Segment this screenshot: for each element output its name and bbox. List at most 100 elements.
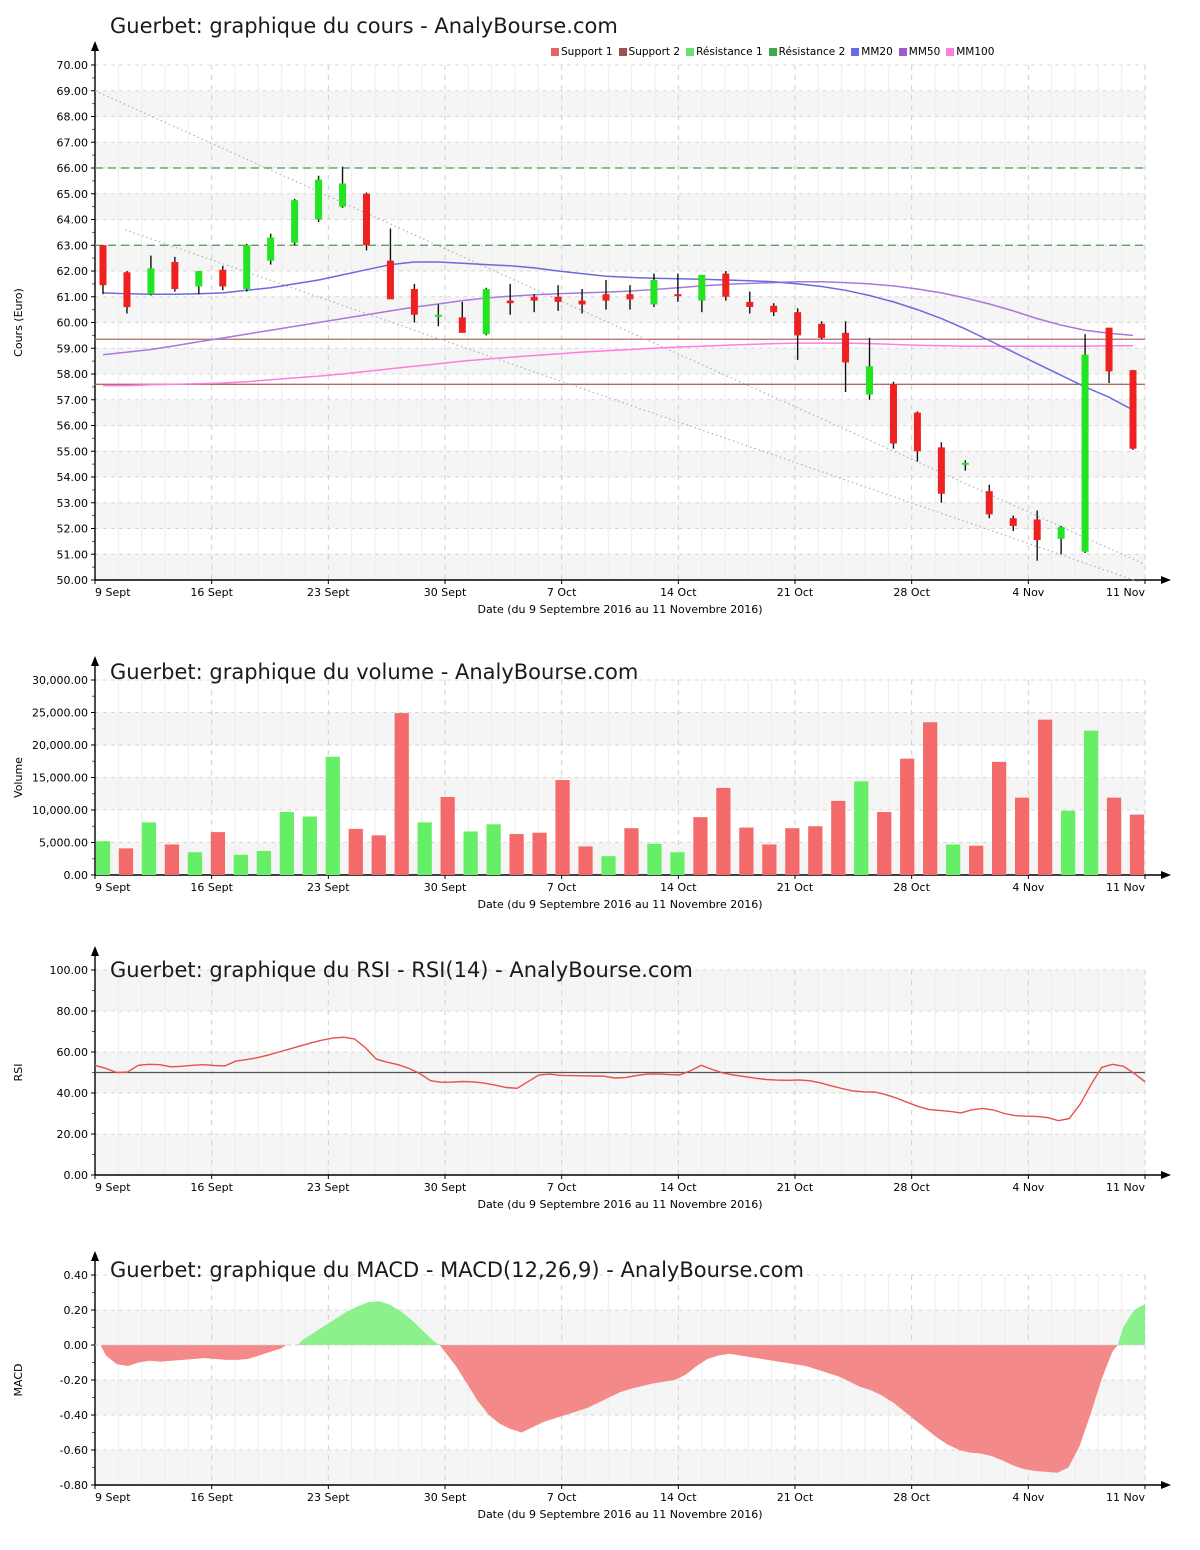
x-tick-label: 11 Nov — [1106, 1491, 1145, 1504]
ohlc-bar — [913, 411, 921, 462]
x-tick-label: 4 Nov — [1012, 881, 1044, 894]
volume-bar — [716, 787, 731, 875]
ohlc-body — [722, 273, 730, 297]
volume-bar — [417, 822, 432, 875]
ohlc-bar — [99, 245, 107, 295]
ohlc-bar — [1129, 370, 1137, 450]
ohlc-body — [770, 305, 778, 313]
ohlc-bar — [506, 283, 514, 315]
volume-bar — [1083, 730, 1099, 875]
volume-bar — [739, 827, 754, 875]
y-tick-label: 65.00 — [57, 188, 89, 201]
volume-bar — [440, 797, 455, 875]
y-tick-label: 62.00 — [57, 265, 89, 278]
ohlc-bar — [434, 304, 442, 327]
ohlc-body — [1081, 354, 1089, 552]
volume-bar — [187, 852, 203, 875]
grid-band — [95, 296, 1145, 323]
legend-swatch-icon — [686, 48, 695, 56]
grid-band — [95, 348, 1145, 374]
y-tick-label: 52.00 — [57, 523, 89, 536]
x-axis-label: Date (du 9 Septembre 2016 au 11 Novembre… — [477, 1198, 762, 1211]
y-tick-label: 80.00 — [57, 1005, 89, 1018]
volume-bar — [555, 780, 570, 875]
x-tick-label: 9 Sept — [95, 586, 131, 599]
y-tick-label: 59.00 — [57, 342, 89, 355]
trend-upper-line — [94, 90, 1146, 566]
y-tick-label: 30,000.00 — [32, 674, 88, 687]
legend-label: Support 2 — [628, 46, 681, 58]
x-tick-label: 14 Oct — [660, 1181, 697, 1194]
ohlc-bar — [1105, 327, 1113, 384]
volume-bar — [164, 844, 180, 875]
volume-bar — [900, 758, 915, 875]
y-tick-label: 56.00 — [57, 420, 89, 433]
ohlc-body — [578, 300, 586, 305]
volume-bar — [877, 811, 892, 875]
y-tick-label: 40.00 — [57, 1087, 89, 1100]
volume-bar — [256, 850, 271, 875]
x-axis-label: Date (du 9 Septembre 2016 au 11 Novembre… — [477, 898, 762, 911]
ohlc-bar — [171, 256, 179, 292]
legend-label: Résistance 1 — [696, 46, 763, 58]
grid-band — [95, 142, 1145, 168]
ohlc-bar — [722, 271, 730, 301]
volume-bar — [785, 828, 800, 875]
ohlc-body — [889, 384, 897, 444]
ohlc-bar — [842, 321, 850, 393]
ohlc-bar — [291, 198, 299, 246]
legend-label: Support 1 — [561, 46, 613, 58]
ohlc-body — [626, 294, 634, 300]
x-tick-label: 9 Sept — [95, 1181, 131, 1194]
ohlc-bar — [985, 484, 993, 519]
rsi-chart-panel: Guerbet: graphique du RSI - RSI(14) - An… — [0, 940, 1200, 1240]
ohlc-body — [458, 317, 466, 333]
ohlc-body — [1057, 527, 1065, 539]
y-tick-label: 68.00 — [57, 111, 89, 124]
y-tick-label: 58.00 — [57, 368, 89, 381]
y-tick-label: 51.00 — [57, 548, 89, 561]
ohlc-bar — [123, 271, 131, 314]
ohlc-body — [315, 179, 323, 220]
legend-item-0: Support 1 — [551, 46, 613, 58]
ohlc-bar — [410, 283, 418, 323]
grid-band — [95, 1310, 1145, 1345]
ohlc-body — [123, 272, 131, 308]
ohlc-bar — [339, 166, 347, 208]
x-axis-arrow-icon — [1161, 576, 1171, 584]
ohlc-body — [818, 323, 826, 338]
legend-label: MM100 — [956, 46, 995, 58]
volume-chart-panel: Guerbet: graphique du volume - AnalyBour… — [0, 640, 1200, 940]
ohlc-body — [339, 183, 347, 207]
volume-bar — [486, 824, 501, 875]
x-tick-label: 4 Nov — [1012, 1181, 1044, 1194]
y-tick-label: 0.00 — [64, 1339, 89, 1352]
legend-swatch-icon — [898, 48, 907, 56]
ohlc-body — [698, 274, 706, 301]
y-tick-label: 25,000.00 — [32, 707, 88, 720]
mm20-line — [102, 261, 1134, 411]
grid-band — [95, 90, 1145, 117]
ohlc-body — [842, 332, 850, 363]
y-tick-label: 5,000.00 — [39, 837, 88, 850]
volume-bar — [808, 826, 823, 875]
grid-band — [95, 970, 1145, 1011]
y-tick-label: 0.20 — [64, 1304, 89, 1317]
y-tick-label: 54.00 — [57, 471, 89, 484]
y-tick-label: 50.00 — [57, 574, 89, 587]
ohlc-bar — [195, 271, 203, 295]
macd-positive-area — [1117, 1303, 1145, 1345]
grid-band — [95, 777, 1145, 810]
ohlc-bar — [602, 280, 610, 310]
y-axis-arrow-icon — [91, 41, 99, 51]
price-chart-title: Guerbet: graphique du cours - AnalyBours… — [110, 14, 618, 38]
ohlc-bar — [267, 233, 275, 265]
rsi-chart-svg: 0.00 20.00 40.00 60.00 80.00 100.00 9 Sept 16 S… — [12, 946, 1171, 1211]
volume-bar — [969, 845, 984, 875]
legend-swatch-icon — [551, 48, 559, 56]
x-tick-label: 11 Nov — [1106, 586, 1145, 599]
volume-bar — [992, 761, 1007, 875]
ohlc-body — [482, 289, 490, 335]
ohlc-body — [99, 245, 107, 286]
ohlc-body — [1129, 370, 1137, 449]
